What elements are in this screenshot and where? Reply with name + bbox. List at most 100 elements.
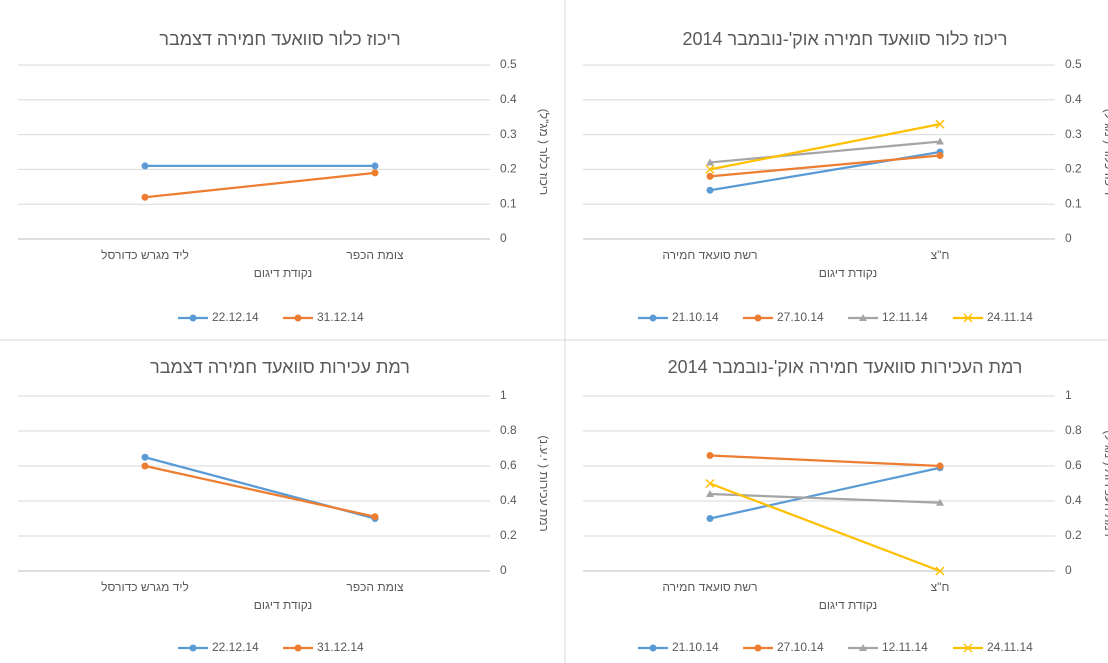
y-tick-label: 1 <box>1065 388 1072 402</box>
x-tick-label: ליד מגרש כדורסל <box>101 248 189 262</box>
series-line <box>709 140 941 164</box>
y-tick-label: 0.1 <box>1065 196 1082 210</box>
marker <box>936 137 944 145</box>
legend-label: 12.11.14 <box>882 310 928 324</box>
y-tick-label: 0.6 <box>1065 458 1082 472</box>
chart: ריכוז כלור סוואעד חמירה אוק'-נובמבר 2014… <box>583 29 1108 324</box>
y-tick-label: 0.2 <box>1065 162 1082 176</box>
x-tick-label: ליד מגרש כדורסל <box>101 580 189 594</box>
series-line <box>144 464 376 518</box>
legend-label: 27.10.14 <box>777 310 824 324</box>
legend-label: 27.10.14 <box>777 640 824 654</box>
x-axis-label: נקודת דיגום <box>254 598 312 612</box>
series-line <box>709 492 941 504</box>
legend-marker <box>649 644 657 652</box>
marker <box>371 169 379 177</box>
y-tick-label: 0 <box>1065 563 1072 577</box>
chart: ריכוז כלור סוואעד חמירה דצמבר 0 0.1 0.2 0.3 0… <box>18 29 551 324</box>
y-tick-label: 0.4 <box>1065 92 1082 106</box>
chart-title: רמת עכירות סוואעד חמירה דצמבר <box>150 357 410 377</box>
legend-marker <box>649 314 657 322</box>
y-tick-label: 0.3 <box>1065 127 1082 141</box>
y-tick-label: 0.5 <box>500 57 517 71</box>
x-tick-label: צומת הכפר <box>346 248 404 262</box>
series-line <box>709 466 941 520</box>
chart: רמת עכירות סוואעד חמירה דצמבר 0 0.2 0.4 0.6 0… <box>18 357 551 654</box>
series-line <box>709 123 941 171</box>
x-axis-label: נקודת דיגום <box>819 266 877 280</box>
y-tick-label: 0.2 <box>1065 528 1082 542</box>
marker <box>141 193 149 201</box>
marker <box>706 452 714 459</box>
x-axis-label: נקודת דיגום <box>819 598 877 612</box>
marker <box>141 162 149 170</box>
marker <box>706 490 714 497</box>
marker <box>371 162 379 170</box>
legend-label: 24.11.14 <box>987 640 1033 654</box>
chart-title: רמת העכירות סוואעד חמירה אוק'-נובמבר 201… <box>668 357 1023 377</box>
y-tick-label: 0.8 <box>500 423 517 437</box>
marker <box>706 172 714 180</box>
chart-title: ריכוז כלור סוואעד חמירה אוק'-נובמבר 2014 <box>683 29 1008 49</box>
x-tick-label: ח"צ <box>931 580 950 594</box>
legend-marker <box>754 314 762 322</box>
legend-marker <box>859 314 867 321</box>
y-axis-label: רמת העכירות ( מג"ל) <box>1102 430 1108 536</box>
y-axis-label: ריכוז כלור ( מג"ל) <box>537 109 551 195</box>
marker <box>935 566 945 576</box>
y-tick-label: 0.2 <box>500 528 517 542</box>
legend-label: 22.12.14 <box>212 310 259 324</box>
marker <box>936 498 944 506</box>
series-line <box>144 171 376 199</box>
legend-label: 12.11.14 <box>882 640 928 654</box>
y-tick-label: 0.2 <box>500 162 517 176</box>
x-tick-label: ח"צ <box>931 248 950 262</box>
legend-label: 21.10.14 <box>672 640 719 654</box>
x-tick-label: רשת סועאד חמירה <box>662 580 757 594</box>
y-axis-label: רמת עכירות ( י.ע.נ) <box>537 435 551 531</box>
marker <box>935 119 945 129</box>
legend-label: 24.11.14 <box>987 310 1033 324</box>
marker <box>705 478 715 489</box>
legend-marker <box>189 644 197 652</box>
y-tick-label: 0.1 <box>500 196 517 210</box>
y-tick-label: 0.4 <box>1065 493 1082 507</box>
x-tick-label: רשת סועאד חמירה <box>662 248 757 262</box>
y-axis-label: ריכוז כלור ( מג"ל) <box>1102 109 1108 195</box>
chart-title: ריכוז כלור סוואעד חמירה דצמבר <box>159 29 400 49</box>
marker <box>706 515 714 522</box>
legend-label: 21.10.14 <box>672 310 719 324</box>
legend-marker <box>963 313 973 323</box>
legend-marker <box>963 643 973 653</box>
marker <box>141 453 149 461</box>
y-tick-label: 0.4 <box>500 493 517 507</box>
y-tick-label: 1 <box>500 388 507 402</box>
y-tick-label: 0.6 <box>500 458 517 472</box>
marker <box>141 462 149 470</box>
y-tick-label: 0 <box>1065 231 1072 245</box>
y-tick-label: 0.5 <box>1065 57 1082 71</box>
legend-label: 31.12.14 <box>317 310 364 324</box>
legend-label: 22.12.14 <box>212 640 259 654</box>
marker <box>706 186 714 194</box>
marker <box>936 151 944 159</box>
y-tick-label: 0 <box>500 563 507 577</box>
chart: רמת העכירות סוואעד חמירה אוק'-נובמבר 201… <box>583 357 1108 654</box>
legend-marker <box>294 314 302 322</box>
series-line <box>709 154 941 178</box>
y-tick-label: 0 <box>500 231 507 245</box>
y-tick-label: 0.8 <box>1065 423 1082 437</box>
marker <box>371 513 379 521</box>
series-line <box>709 482 941 573</box>
y-tick-label: 0.4 <box>500 92 517 106</box>
marker <box>705 164 715 174</box>
legend-marker <box>189 314 197 322</box>
x-tick-label: צומת הכפר <box>346 580 404 594</box>
legend-marker <box>859 644 867 651</box>
x-axis-label: נקודת דיגום <box>254 266 312 280</box>
series-line <box>709 454 941 468</box>
marker <box>936 462 944 470</box>
legend-marker <box>754 644 762 652</box>
marker <box>706 158 714 166</box>
